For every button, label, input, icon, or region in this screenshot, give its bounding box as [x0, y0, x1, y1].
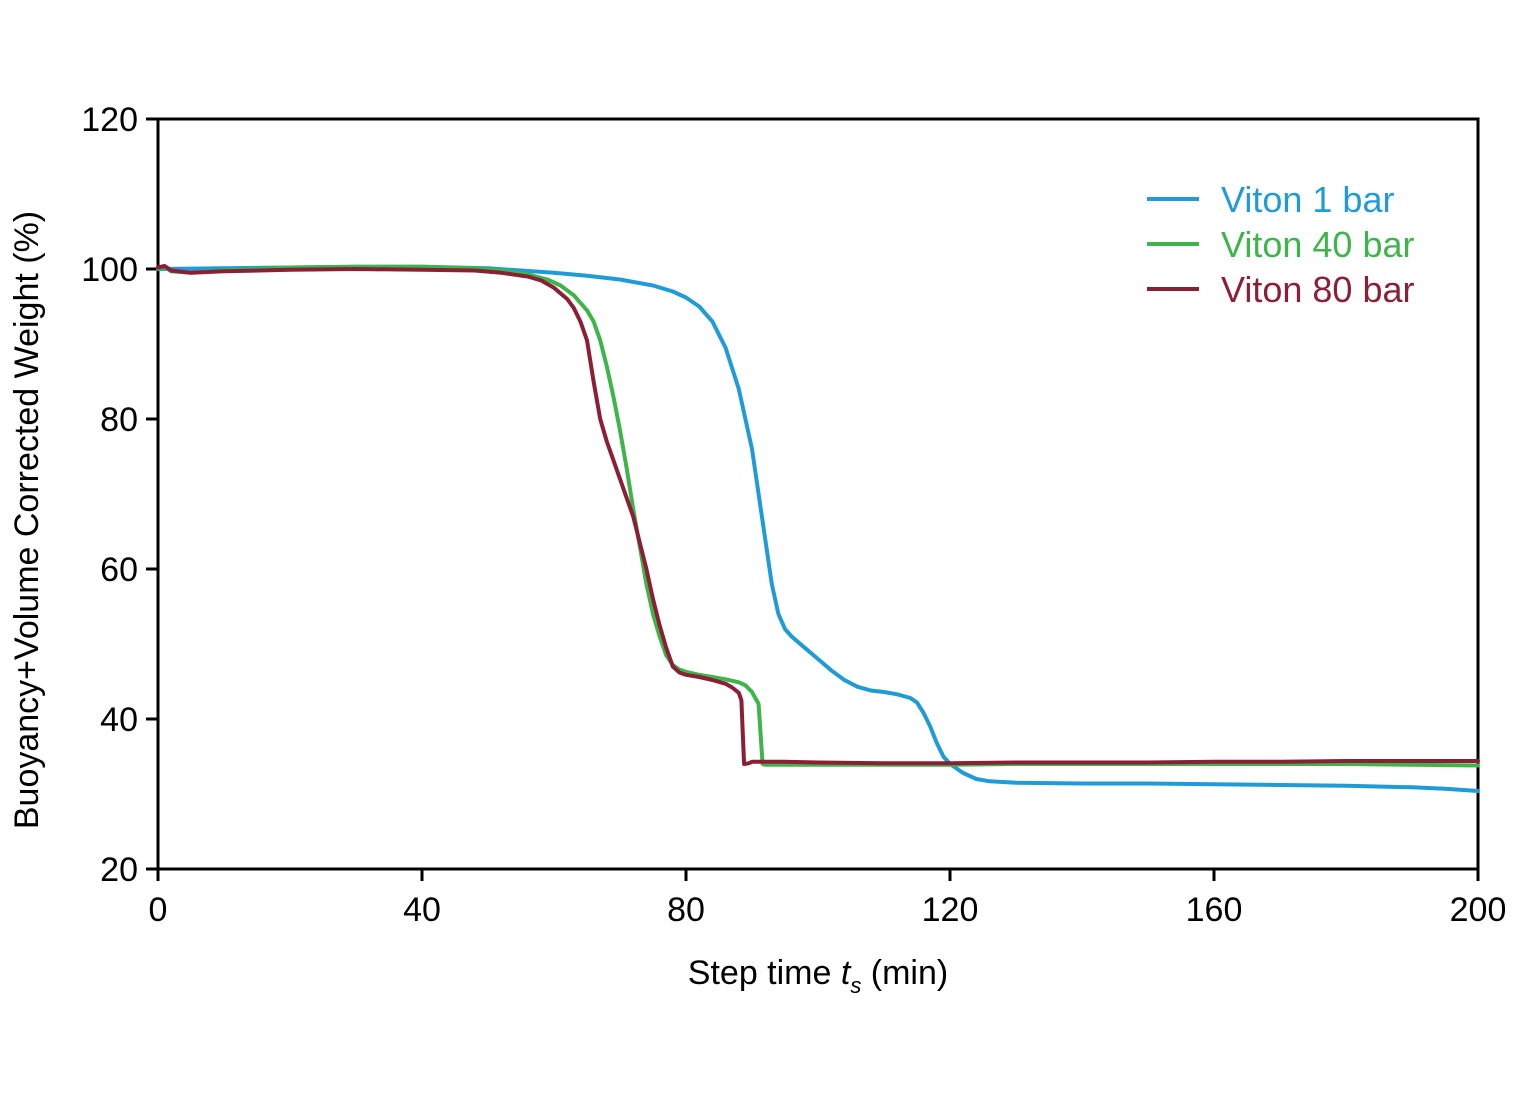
y-axis: 20 40 60 80 100 120 [81, 101, 158, 889]
plot-border [156, 117, 1480, 871]
x-tick-label: 120 [922, 891, 979, 929]
series-line-1 [156, 264, 1480, 793]
series-line-2 [156, 264, 1480, 768]
series-layer [156, 264, 1480, 793]
series-line-3 [156, 264, 1480, 766]
y-tick-label: 60 [100, 551, 138, 589]
y-axis-title: Buoyancy+Volume Corrected Weight (%) [8, 211, 46, 829]
y-tick-label: 20 [100, 851, 138, 889]
x-tick-label: 40 [403, 891, 441, 929]
x-tick-label: 0 [149, 891, 168, 929]
legend-label-3: Viton 80 bar [1221, 269, 1414, 310]
y-tick-label: 100 [81, 251, 138, 289]
x-axis: 0 40 80 120 160 200 [149, 869, 1507, 929]
y-tick-label: 40 [100, 701, 138, 739]
y-tick-label: 80 [100, 401, 138, 439]
legend-label-1: Viton 1 bar [1221, 179, 1394, 220]
y-tick-label: 120 [81, 101, 138, 139]
x-tick-label: 160 [1186, 891, 1243, 929]
x-axis-title: Step time ts (min) [688, 954, 948, 998]
x-tick-label: 200 [1450, 891, 1507, 929]
plot-frame [156, 117, 1480, 871]
legend-label-2: Viton 40 bar [1221, 224, 1414, 265]
x-tick-label: 80 [667, 891, 705, 929]
